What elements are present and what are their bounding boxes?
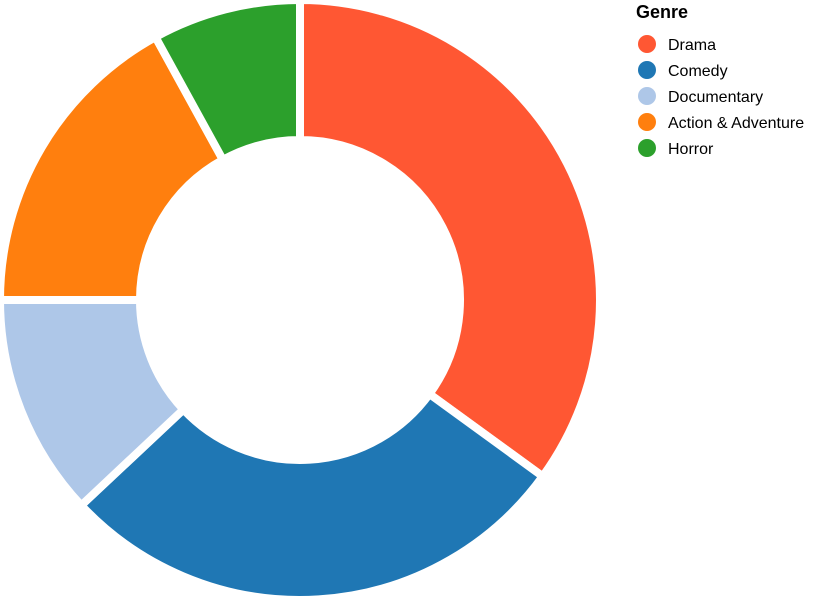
legend-title: Genre: [636, 2, 688, 22]
slice-action-adventure: [0, 33, 227, 304]
legend-item-documentary: Documentary: [638, 87, 763, 106]
legend-items: Drama Comedy Documentary Action & Adventure…: [638, 35, 804, 158]
legend-swatch-drama: [638, 35, 656, 53]
legend-label-horror: Horror: [668, 141, 714, 158]
legend-swatch-comedy: [638, 61, 656, 79]
slice-horror: [151, 0, 304, 164]
legend-swatch-documentary: [638, 87, 656, 105]
legend-label-action-adventure: Action & Adventure: [668, 115, 804, 132]
legend-item-action-adventure: Action & Adventure: [638, 113, 804, 132]
legend-swatch-action-adventure: [638, 113, 656, 131]
legend: Genre Drama Comedy Documentary Action & Adv…: [636, 2, 804, 158]
legend-item-comedy: Comedy: [638, 61, 728, 80]
legend-label-documentary: Documentary: [668, 89, 763, 106]
slice-comedy: [77, 390, 547, 600]
donut-slices: [0, 0, 600, 600]
legend-swatch-horror: [638, 139, 656, 157]
legend-item-drama: Drama: [638, 35, 716, 54]
slice-drama: [296, 0, 604, 481]
legend-item-horror: Horror: [638, 139, 714, 158]
legend-label-comedy: Comedy: [668, 63, 728, 80]
legend-label-drama: Drama: [668, 37, 716, 54]
